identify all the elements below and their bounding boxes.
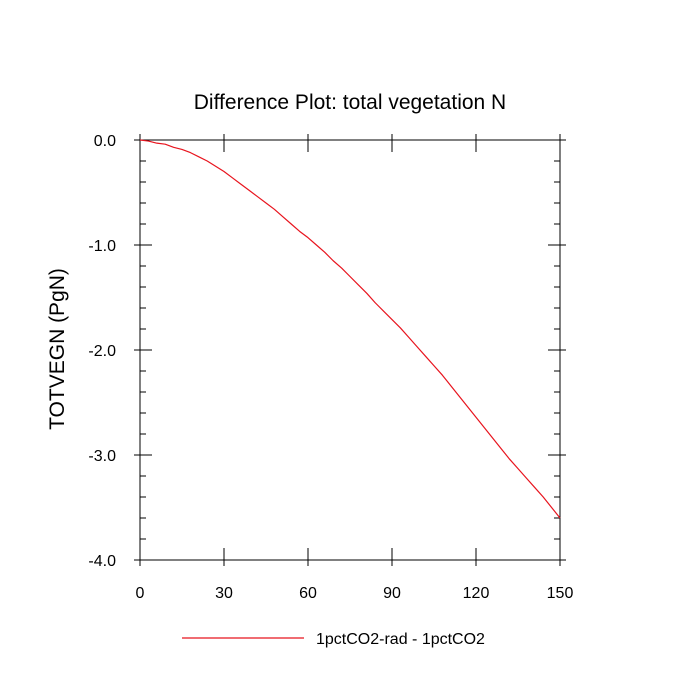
x-tick-label: 0 [136, 585, 145, 602]
x-tick-label: 60 [299, 585, 317, 602]
x-tick-label: 30 [215, 585, 233, 602]
series-lines [139, 139, 561, 519]
y-axis-label: TOTVEGN (PgN) [46, 268, 69, 430]
x-tick-label: 150 [547, 585, 574, 602]
y-tick-label: 0.0 [94, 133, 116, 150]
series-line [139, 139, 561, 519]
y-tick-label: -3.0 [88, 448, 116, 465]
plot-frame [139, 139, 561, 561]
legend: 1pctCO2-rad - 1pctCO2 [182, 631, 485, 648]
legend-label: 1pctCO2-rad - 1pctCO2 [316, 631, 485, 648]
chart-title: Difference Plot: total vegetation N [194, 91, 506, 114]
y-tick-label: -2.0 [88, 343, 116, 360]
y-tick-label: -4.0 [88, 553, 116, 570]
axis-ticks: 0 30 60 90 120 150 0.0 -1.0 -2.0 -3.0 -4.0 [88, 133, 573, 602]
x-tick-label: 90 [383, 585, 401, 602]
y-tick-label: -1.0 [88, 238, 116, 255]
x-tick-label: 120 [463, 585, 490, 602]
